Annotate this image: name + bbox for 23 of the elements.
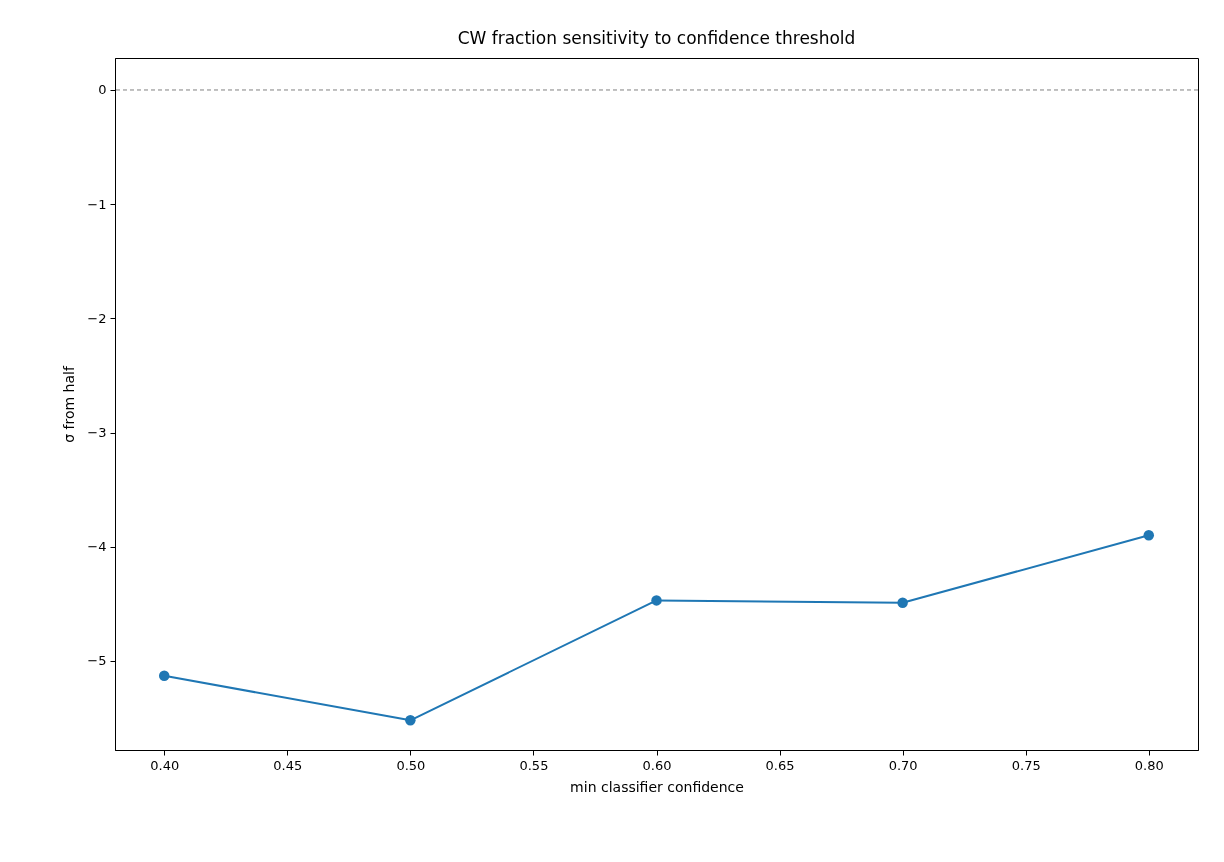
point — [1143, 530, 1155, 541]
x-tick-label: 0.75 — [1011, 757, 1041, 773]
y-tick-label: −4 — [87, 539, 107, 555]
x-axis-title: min classifier confidence — [570, 778, 744, 795]
y-tick-label: −3 — [87, 425, 107, 441]
y-tick-label: −5 — [87, 653, 107, 669]
point — [651, 595, 662, 606]
x-tick-label: 0.45 — [273, 757, 303, 773]
x-tick-label: 0.70 — [888, 757, 918, 773]
point — [405, 715, 416, 726]
x-tick-label: 0.50 — [396, 757, 426, 773]
x-tick-label: 0.60 — [642, 757, 672, 773]
x-tick-label: 0.80 — [1134, 757, 1164, 773]
x-tick-label: 0.40 — [150, 757, 180, 773]
x-tick-label: 0.55 — [519, 757, 549, 773]
x-tick-label: 0.65 — [765, 757, 795, 773]
chart-title: CW fraction sensitivity to confidence threshold — [457, 28, 856, 48]
point — [158, 670, 170, 682]
y-tick-label: −2 — [87, 310, 107, 326]
y-tick-label: 0 — [98, 82, 107, 98]
y-tick-label: −1 — [87, 196, 107, 212]
point — [897, 597, 908, 608]
y-axis-title: σ from half — [61, 365, 78, 443]
